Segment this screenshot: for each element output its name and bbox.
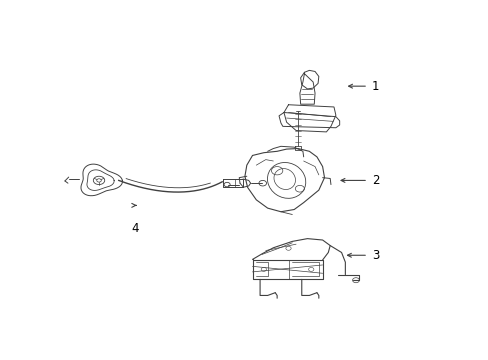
Text: 2: 2 xyxy=(371,174,379,187)
Text: 4: 4 xyxy=(131,222,139,235)
Text: 1: 1 xyxy=(371,80,379,93)
Text: 3: 3 xyxy=(371,249,379,262)
